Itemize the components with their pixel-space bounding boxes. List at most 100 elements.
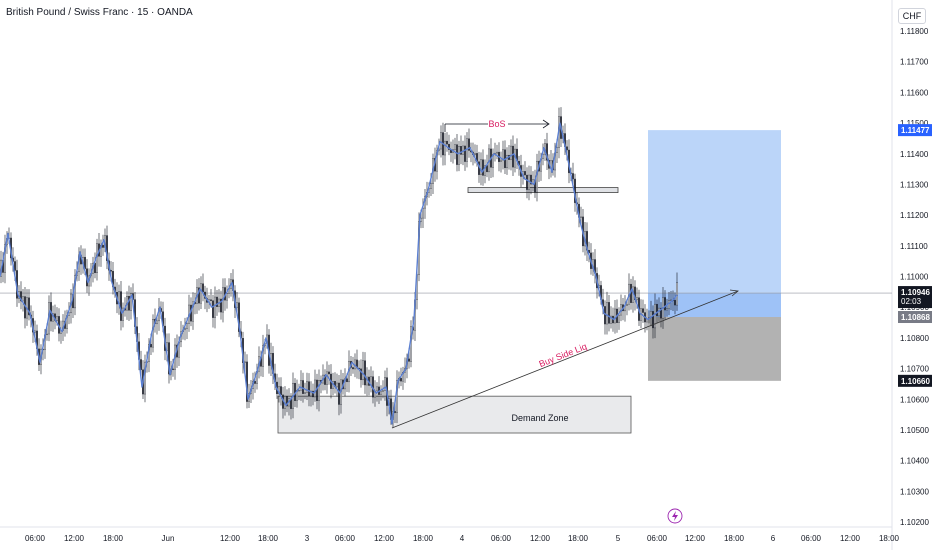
stop-price-badge-text: 1.10660	[901, 377, 930, 386]
candle-body	[448, 143, 450, 150]
candle-body	[238, 302, 240, 332]
candle-body	[22, 296, 24, 302]
candle-body	[496, 151, 498, 154]
candle-body	[666, 308, 668, 311]
x-tick-label: 06:00	[25, 534, 46, 543]
last-price-badge	[898, 286, 932, 309]
candle-body	[380, 390, 382, 395]
target-zone[interactable]	[648, 130, 781, 318]
candle-body	[436, 150, 438, 172]
y-tick-label: 1.10300	[900, 487, 929, 496]
candle-body	[408, 358, 410, 362]
candle-body	[384, 377, 386, 391]
symbol-title: British Pound / Swiss Franc · 15 · OANDA	[6, 7, 193, 18]
y-tick-label: 1.10200	[900, 518, 929, 527]
currency-button[interactable]: CHF	[898, 8, 926, 24]
x-tick-label: 12:00	[530, 534, 551, 543]
candle-body	[360, 368, 362, 381]
demand-zone-label: Demand Zone	[511, 413, 568, 423]
candle-body	[286, 395, 288, 407]
candle-body	[236, 302, 238, 308]
x-tick-label: 12:00	[64, 534, 85, 543]
candle-body	[338, 382, 340, 405]
candle-body	[480, 159, 482, 175]
x-tick-label: 12:00	[220, 534, 241, 543]
candle-body	[172, 368, 174, 370]
candle-body	[458, 146, 460, 165]
y-tick-label: 1.10800	[900, 334, 929, 343]
demand-zone-box[interactable]	[277, 395, 632, 434]
candle-body	[186, 323, 188, 329]
candle-body	[546, 143, 548, 161]
y-tick-label: 1.11400	[900, 150, 929, 159]
candle-body	[198, 287, 200, 304]
candle-body	[500, 159, 502, 162]
x-tick-label: 12:00	[685, 534, 706, 543]
buy-side-liq-trendline[interactable]	[391, 290, 739, 429]
x-tick-label: 4	[460, 534, 465, 543]
candle-body	[362, 360, 364, 381]
candle-body	[314, 379, 316, 398]
candle-body	[394, 411, 396, 413]
stop-zone[interactable]	[648, 317, 781, 381]
candle-body	[310, 390, 312, 397]
candle-body	[464, 145, 466, 162]
x-tick-label: Jun	[162, 534, 175, 543]
candle-body	[566, 146, 568, 151]
candle-body	[530, 174, 532, 185]
candle-body	[192, 301, 194, 322]
candle-body	[610, 315, 612, 324]
x-tick-label: 18:00	[568, 534, 589, 543]
x-tick-label: 5	[616, 534, 621, 543]
x-tick-label: 18:00	[103, 534, 124, 543]
target-zone-filled	[648, 293, 781, 318]
candle-body	[210, 299, 212, 301]
candle-body	[618, 314, 620, 323]
candle-body	[462, 145, 464, 155]
candle-body	[614, 308, 616, 324]
y-tick-label: 1.11100	[900, 242, 928, 251]
candle-body	[642, 308, 644, 313]
candle-body	[606, 302, 608, 325]
y-tick-label: 1.11300	[900, 180, 929, 189]
candle-body	[244, 361, 246, 363]
candle-body	[28, 297, 30, 316]
candle-body	[506, 154, 508, 169]
candle-body	[670, 299, 672, 301]
candle-body	[110, 270, 112, 272]
x-tick-label: 06:00	[491, 534, 512, 543]
candle-body	[140, 359, 142, 370]
candle-body	[306, 381, 308, 393]
candle-body	[660, 307, 662, 319]
candle-body	[676, 282, 678, 306]
candle-body	[220, 298, 222, 313]
candle-body	[572, 173, 574, 180]
entry-price-badge	[898, 311, 932, 324]
candle-body	[106, 235, 108, 261]
lightning-glyph	[672, 511, 678, 521]
y-tick-label: 1.11600	[900, 88, 929, 97]
candle-body	[456, 144, 458, 165]
candle-body	[226, 293, 228, 301]
candle-body	[364, 360, 366, 386]
candle-body	[652, 311, 654, 329]
candle-body	[56, 316, 58, 321]
candle-body	[422, 207, 424, 219]
x-tick-label: 6	[771, 534, 776, 543]
candle-body	[254, 381, 256, 384]
candle-body	[300, 380, 302, 391]
candle-body	[46, 333, 48, 336]
candle-body	[200, 283, 202, 304]
bos-level-box[interactable]	[467, 187, 619, 193]
y-tick-label: 1.11000	[900, 273, 929, 282]
x-tick-label: 12:00	[840, 534, 861, 543]
x-tick-label: 18:00	[879, 534, 900, 543]
candle-body	[468, 138, 470, 151]
entry-price-badge-text: 1.10868	[901, 313, 930, 322]
candle-body	[420, 217, 422, 222]
candle-body	[202, 283, 204, 293]
y-tick-label: 1.11700	[900, 58, 929, 67]
candle-body	[376, 386, 378, 392]
